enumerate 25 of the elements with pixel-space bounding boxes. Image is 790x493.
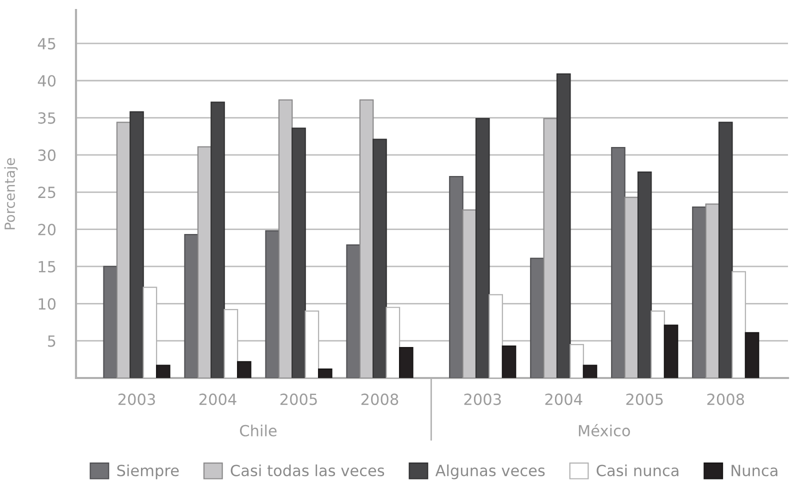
text: México [578, 424, 630, 436]
y-tick-label: 35 [38, 112, 56, 124]
x-tick-label: 2008 [707, 394, 744, 406]
y-tick-label: 5 [48, 335, 56, 347]
x-tick-label: 2003 [118, 394, 155, 406]
legend-label: Casi nunca [596, 464, 678, 476]
x-tick-label: 2005 [280, 394, 317, 406]
text: Chile [240, 424, 277, 436]
x-tick-label: 2008 [361, 394, 398, 406]
y-tick-label: 20 [38, 224, 56, 236]
y-axis-title: Porcentaje [4, 158, 18, 230]
x-tick-label: 2005 [626, 394, 663, 406]
y-tick-label: 25 [38, 186, 56, 198]
y-tick-label: 40 [38, 75, 56, 87]
x-tick-label: 2004 [545, 394, 582, 406]
y-tick-label: 45 [38, 38, 56, 50]
y-tick-label: 30 [38, 149, 56, 161]
legend-label: Casi todas las veces [230, 464, 384, 476]
y-tick-label: 10 [38, 298, 56, 310]
x-tick-label: 2004 [199, 394, 236, 406]
legend-label: Algunas veces [435, 464, 545, 480]
legend-label: Siempre [117, 464, 179, 480]
legend-label: Nunca [732, 464, 778, 476]
y-tick-label: 15 [38, 261, 56, 273]
x-tick-label: 2003 [464, 394, 501, 406]
